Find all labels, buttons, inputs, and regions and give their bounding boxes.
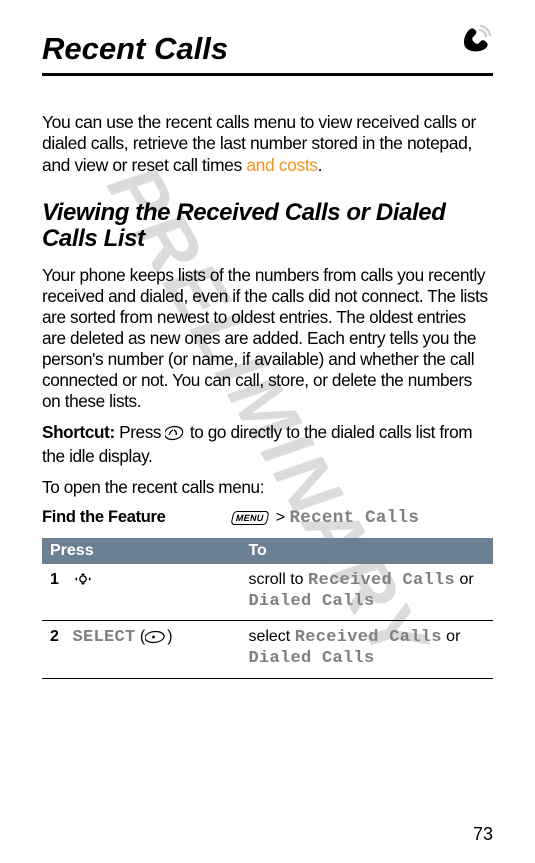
find-feature-label: Find the Feature (42, 508, 232, 527)
to-text-mid: or (442, 628, 461, 645)
to-text-before: select (248, 628, 294, 645)
body-paragraph-1: Your phone keeps lists of the numbers fr… (42, 265, 493, 412)
shortcut-label: Shortcut: (42, 422, 115, 442)
intro-paragraph: You can use the recent calls menu to vie… (42, 112, 493, 176)
to-mono-2: Dialed Calls (248, 592, 374, 611)
body-paragraph-2: To open the recent calls menu: (42, 477, 493, 498)
breadcrumb-separator: > (276, 509, 285, 527)
shortcut-paragraph: Shortcut: Press to go directly to the di… (42, 422, 493, 467)
page-title: Recent Calls (42, 31, 228, 67)
to-mono-1: Received Calls (308, 571, 455, 590)
to-text-before: scroll to (248, 571, 308, 588)
to-mono-1: Received Calls (295, 628, 442, 647)
paren-close: ) (167, 628, 172, 645)
to-text-mid: or (455, 571, 474, 588)
to-mono-2: Dialed Calls (248, 649, 374, 668)
title-underline (42, 73, 493, 76)
table-header-press: Press (42, 538, 240, 564)
intro-accent: and costs (246, 155, 317, 175)
feature-value-text: Recent Calls (290, 508, 420, 528)
send-key-icon (165, 425, 185, 446)
section-heading: Viewing the Received Calls or Dialed Cal… (42, 200, 493, 253)
phone-icon (457, 22, 493, 63)
table-row: 1 scroll to Received Call (42, 564, 493, 621)
nav-key-icon (72, 572, 94, 592)
find-feature-row: Find the Feature MENU > Recent Calls (42, 508, 493, 528)
select-label: SELECT (72, 628, 135, 647)
page-number: 73 (473, 824, 493, 845)
menu-key-icon: MENU (231, 511, 270, 525)
table-header-to: To (240, 538, 493, 564)
intro-text-after: . (318, 155, 322, 175)
softkey-icon (145, 630, 167, 650)
shortcut-before: Press (115, 422, 166, 442)
step-number: 2 (50, 627, 68, 647)
table-row: 2 SELECT ( ) select Received Calls or Di… (42, 621, 493, 679)
paren-open: ( (135, 628, 145, 645)
steps-table: Press To 1 (42, 538, 493, 679)
step-number: 1 (50, 570, 68, 590)
